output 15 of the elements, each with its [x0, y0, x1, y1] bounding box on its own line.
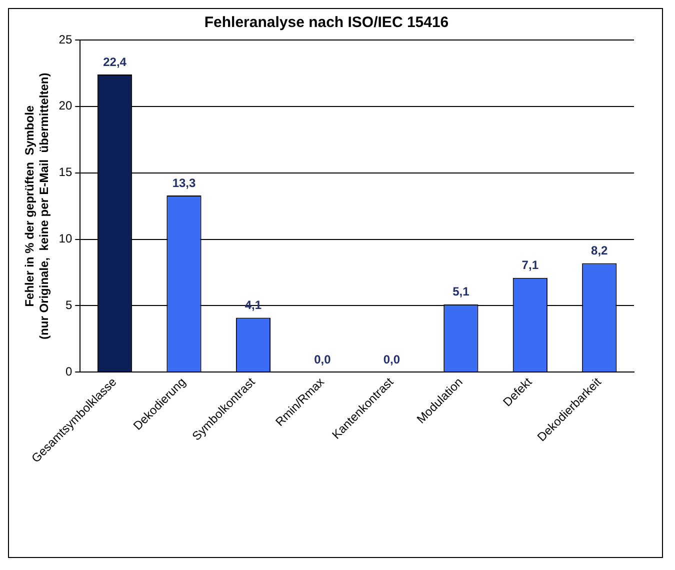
data-label: 22,4: [103, 54, 127, 69]
chart-title: Fehleranalyse nach ISO/IEC 15416: [204, 14, 449, 32]
y-tick-label: 25: [58, 32, 72, 46]
y-tick-label: 15: [58, 165, 72, 180]
y-axis-title: Fehler in % der geprüften Symbole (nur Originale, keine per E-Mail übermittelten): [22, 72, 51, 340]
y-tick-label: 20: [58, 98, 72, 113]
data-label: 8,2: [591, 244, 608, 258]
data-label: 0,0: [314, 352, 332, 366]
y-tick-label: 5: [65, 298, 72, 312]
y-tick-label: 10: [58, 232, 72, 246]
data-label: 7,1: [522, 258, 539, 272]
data-label: 13,3: [172, 176, 196, 190]
y-tick-label: 0: [65, 364, 72, 378]
data-label: 0,0: [383, 352, 400, 366]
data-label: 5,1: [452, 284, 470, 299]
